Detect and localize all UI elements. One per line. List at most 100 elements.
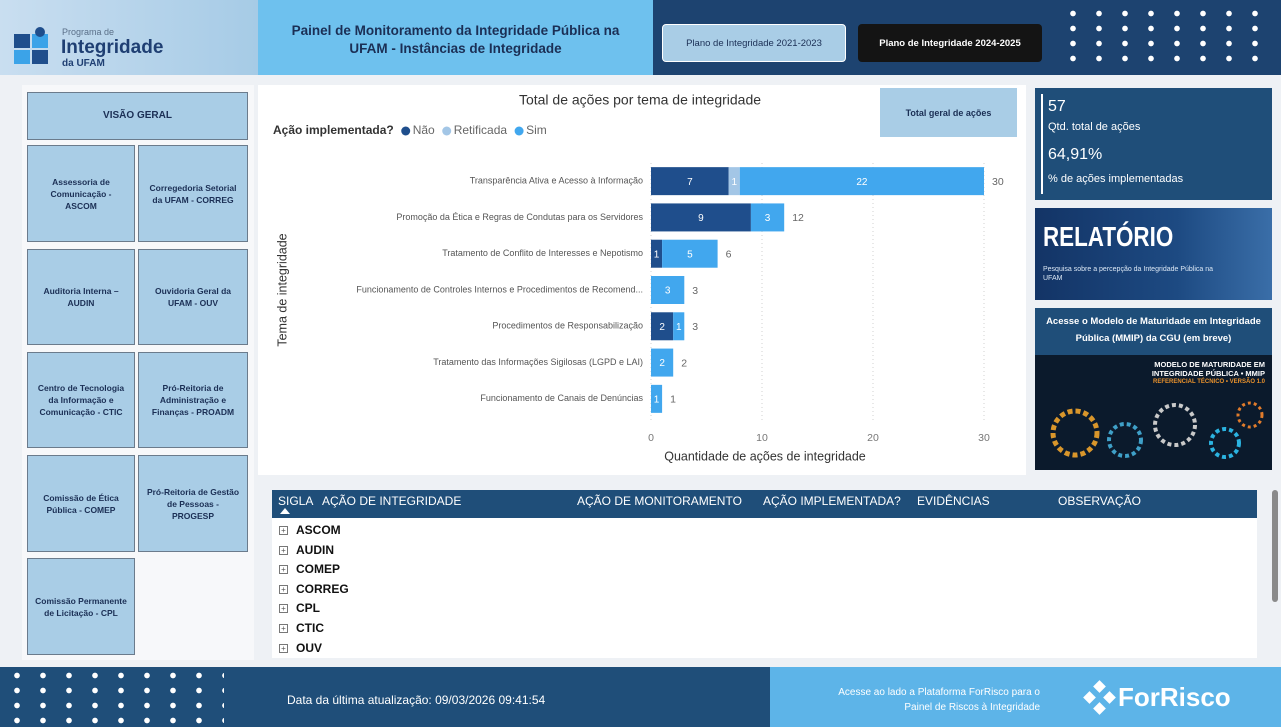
- nav-button[interactable]: Centro de Tecnologia da Informação e Com…: [27, 352, 135, 448]
- table-column-header: OBSERVAÇÃO: [1058, 494, 1141, 508]
- table-row-label: COMEP: [296, 562, 340, 576]
- legend-marker: [515, 127, 524, 136]
- table-row-label: OUV: [296, 641, 322, 655]
- legend-marker: [442, 127, 451, 136]
- nav-button[interactable]: Corregedoria Setorial da UFAM - CORREG: [138, 145, 248, 242]
- data-label: 2: [659, 358, 665, 369]
- expand-icon[interactable]: +: [279, 526, 288, 535]
- table-row-label: CORREG: [296, 582, 349, 596]
- nav-button[interactable]: Pró-Reitoria de Gestão de Pessoas - PROG…: [138, 455, 248, 552]
- page: Programa de Integridade da UFAM Painel d…: [0, 0, 1281, 727]
- total-label: 12: [792, 212, 804, 224]
- chart: Total de ações por tema de integridade A…: [258, 80, 1028, 475]
- x-tick-label: 10: [756, 432, 768, 444]
- table-row-label: AUDIN: [296, 543, 334, 557]
- data-label: 7: [687, 177, 693, 188]
- table-column-header: AÇÃO DE INTEGRIDADE: [322, 494, 461, 508]
- data-label: 3: [765, 213, 771, 224]
- dot-pattern: [4, 668, 224, 727]
- kpi-value: 64,91%: [1048, 146, 1102, 164]
- nav-button[interactable]: Ouvidoria Geral da UFAM - OUV: [138, 249, 248, 345]
- data-label: 22: [856, 177, 868, 188]
- expand-icon[interactable]: +: [279, 546, 288, 555]
- legend-label: Retificada: [454, 123, 508, 137]
- y-tick-label: Transparência Ativa e Acesso à Informaçã…: [470, 176, 643, 186]
- mmip-text: MODELO DE MATURIDADE EM: [1080, 360, 1265, 369]
- scrollbar[interactable]: [1272, 490, 1278, 602]
- y-tick-label: Funcionamento de Canais de Denúncias: [480, 393, 643, 403]
- logo-line: Integridade: [61, 37, 163, 59]
- total-label: 2: [681, 357, 687, 369]
- expand-icon[interactable]: +: [279, 604, 288, 613]
- y-axis-title: Tema de integridade: [275, 233, 289, 346]
- y-tick-label: Promoção da Ética e Regras de Condutas p…: [396, 212, 643, 222]
- total-label: 6: [726, 248, 732, 260]
- kpi-value: 57: [1048, 98, 1066, 116]
- last-update: Data da última atualização: 09/03/2026 0…: [287, 693, 545, 707]
- total-label: 3: [692, 321, 698, 333]
- total-button[interactable]: Total geral de ações: [880, 88, 1017, 137]
- table-row-label: CTIC: [296, 621, 324, 635]
- expand-icon[interactable]: +: [279, 644, 288, 653]
- y-tick-label: Tratamento de Conflito de Interesses e N…: [442, 248, 643, 258]
- total-label: 30: [992, 176, 1004, 188]
- data-label: 2: [659, 322, 665, 333]
- y-tick-label: Tratamento das Informações Sigilosas (LG…: [433, 357, 643, 367]
- nav-button[interactable]: Comissão de Ética Pública - COMEP: [27, 455, 135, 552]
- legend-label: Sim: [526, 123, 547, 137]
- logo-line: Programa de: [62, 27, 114, 37]
- kpi-label: Qtd. total de ações: [1048, 121, 1140, 133]
- data-label: 1: [676, 322, 682, 333]
- plan-button[interactable]: Plano de Integridade 2024-2025: [858, 24, 1042, 62]
- nav-button[interactable]: Comissão Permanente de Licitação - CPL: [27, 558, 135, 655]
- plan-button[interactable]: Plano de Integridade 2021-2023: [662, 24, 846, 62]
- table-column-header: EVIDÊNCIAS: [917, 494, 990, 508]
- data-label: 5: [687, 249, 693, 260]
- x-axis-title: Quantidade de ações de integridade: [664, 449, 866, 463]
- forrisco-logo: ForRisco: [1118, 682, 1231, 713]
- total-label: 1: [670, 394, 676, 406]
- data-label: 1: [654, 249, 660, 260]
- y-tick-label: Funcionamento de Controles Internos e Pr…: [356, 284, 643, 294]
- dot-pattern: [1060, 6, 1274, 68]
- table-row-label: ASCOM: [296, 523, 341, 537]
- table-body: [272, 518, 1257, 658]
- table-column-header: AÇÃO IMPLEMENTADA?: [763, 494, 901, 508]
- report-subtitle: Pesquisa sobre a percepção da Integridad…: [1043, 265, 1233, 283]
- logo-icon: [12, 26, 58, 66]
- page-title: Painel de Monitoramento da Integridade P…: [258, 0, 653, 75]
- data-label: 1: [731, 177, 737, 188]
- nav-button[interactable]: VISÃO GERAL: [27, 92, 248, 140]
- data-label: 3: [665, 286, 671, 297]
- x-tick-label: 20: [867, 432, 879, 444]
- legend-label: Não: [413, 123, 435, 137]
- sort-indicator: [280, 508, 290, 514]
- legend-title: Ação implementada?: [273, 123, 394, 137]
- y-tick-label: Procedimentos de Responsabilização: [492, 321, 643, 331]
- expand-icon[interactable]: +: [279, 565, 288, 574]
- table-column-header: SIGLA: [278, 494, 313, 508]
- chart-title: Total de ações por tema de integridade: [519, 92, 761, 108]
- x-tick-label: 30: [978, 432, 990, 444]
- kpi-accent: [1041, 94, 1043, 194]
- nav-button[interactable]: Pró-Reitoria de Administração e Finanças…: [138, 352, 248, 448]
- x-tick-label: 0: [648, 432, 654, 444]
- mmip-caption[interactable]: Acesse o Modelo de Maturidade em Integri…: [1035, 308, 1272, 355]
- nav-button[interactable]: Auditoria Interna – AUDIN: [27, 249, 135, 345]
- data-label: 1: [654, 394, 660, 405]
- table-column-header: AÇÃO DE MONITORAMENTO: [577, 494, 742, 508]
- forrisco-text: Acesse ao lado a Plataforma ForRisco par…: [820, 685, 1040, 715]
- nav-button[interactable]: Assessoria de Comunicação - ASCOM: [27, 145, 135, 242]
- table-row-label: CPL: [296, 601, 320, 615]
- mmip-text: REFERENCIAL TÉCNICO • VERSÃO 1.0: [1080, 379, 1265, 385]
- mmip-text: INTEGRIDADE PÚBLICA • MMIP: [1080, 369, 1265, 378]
- logo-line: da UFAM: [62, 58, 105, 69]
- total-label: 3: [692, 285, 698, 297]
- expand-icon[interactable]: +: [279, 585, 288, 594]
- kpi-label: % de ações implementadas: [1048, 173, 1183, 185]
- expand-icon[interactable]: +: [279, 624, 288, 633]
- data-label: 9: [698, 213, 704, 224]
- logo-area: Programa de Integridade da UFAM: [0, 0, 258, 75]
- legend-marker: [401, 127, 410, 136]
- report-title: RELATÓRIO: [1043, 221, 1173, 253]
